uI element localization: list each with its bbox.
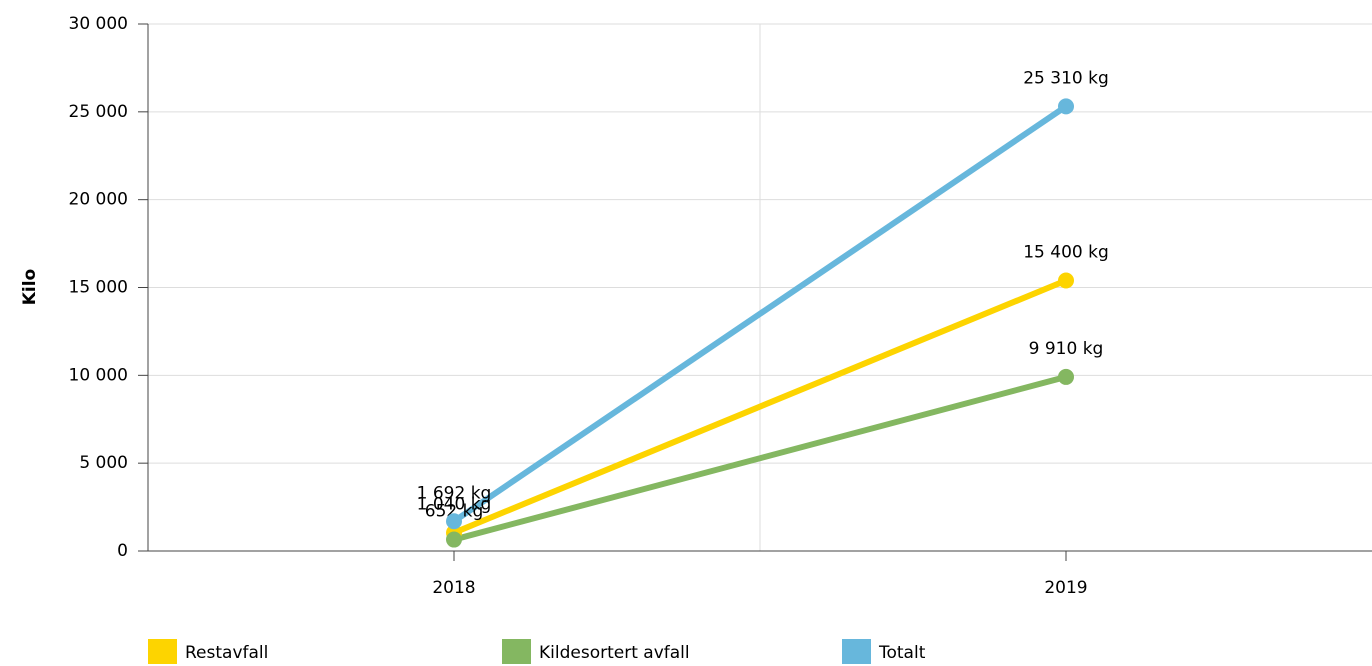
y-axis-label: Kilo (20, 269, 40, 306)
y-tick-label: 10 000 (69, 365, 128, 385)
point (1058, 368, 1074, 385)
data-label: 15 400 kg (1023, 242, 1109, 262)
y-tick-label: 20 000 (69, 190, 128, 210)
line (452, 103, 1068, 524)
y-tick-label: 0 (117, 541, 128, 561)
legend-label: Totalt (878, 643, 926, 663)
legend-label: Kildesortert avfall (539, 643, 690, 663)
data-label: 652 kg (425, 502, 484, 522)
y-tick-label: 25 000 (69, 102, 128, 122)
data-label: 25 310 kg (1023, 68, 1109, 88)
x-tick-label: 2019 (1044, 578, 1087, 598)
point (446, 531, 462, 548)
data-label: 9 910 kg (1029, 339, 1104, 359)
y-tick-label: 15 000 (69, 278, 128, 298)
legend-swatch (148, 639, 177, 664)
legend-swatch (502, 639, 531, 664)
data-label: 1 040 kg (417, 495, 492, 515)
y-tick-label: 5 000 (79, 453, 128, 473)
legend-label: Restavfall (185, 643, 268, 663)
point (446, 513, 462, 530)
line (453, 374, 1067, 543)
y-tick-label: 30 000 (69, 14, 128, 34)
x-tick-label: 2018 (432, 578, 475, 598)
data-label: 1 692 kg (417, 483, 492, 503)
point (1058, 98, 1074, 115)
point (1058, 272, 1074, 289)
legend-swatch (842, 639, 871, 664)
line (452, 277, 1068, 536)
